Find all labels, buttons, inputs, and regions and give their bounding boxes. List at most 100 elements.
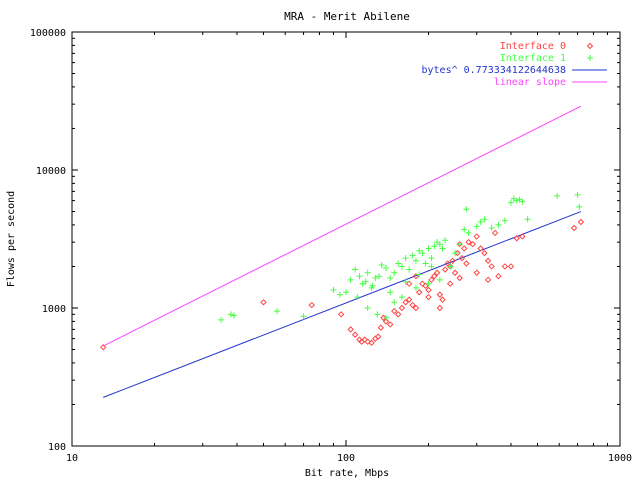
data-point-diamond: [484, 276, 492, 284]
data-point-diamond: [454, 249, 461, 257]
data-point-diamond: [458, 254, 466, 262]
chart-title: MRA - Merit Abilene: [284, 10, 410, 23]
data-point-plus: [439, 245, 446, 252]
data-point-plus: [300, 313, 307, 320]
data-point-diamond: [436, 291, 444, 298]
data-point-diamond: [402, 299, 409, 306]
data-point-plus: [354, 294, 361, 301]
data-point-plus: [391, 269, 398, 276]
fit-lines: [102, 105, 582, 398]
data-point-plus: [395, 260, 402, 267]
x-tick-label: 100: [337, 453, 355, 464]
series-line: [102, 105, 582, 347]
data-point-plus: [383, 264, 390, 271]
data-point-plus: [409, 252, 416, 259]
data-point-plus: [436, 241, 443, 248]
y-tick-label: 10000: [36, 166, 66, 177]
data-point-diamond: [513, 235, 520, 242]
data-point-plus: [372, 274, 379, 281]
data-point-diamond: [577, 218, 585, 226]
data-point-diamond: [488, 263, 495, 270]
data-point-diamond: [425, 286, 432, 294]
data-point-plus: [416, 247, 423, 254]
data-points: [100, 191, 585, 351]
data-point-plus: [554, 192, 561, 199]
data-point-diamond: [308, 301, 315, 309]
data-point-diamond: [412, 272, 420, 280]
data-point-diamond: [415, 289, 423, 296]
x-axis-label: Bit rate, Mbps: [305, 468, 389, 479]
data-point-diamond: [100, 343, 107, 351]
data-point-plus: [442, 237, 449, 244]
data-point-diamond: [507, 263, 515, 270]
data-point-diamond: [260, 299, 267, 306]
data-point-plus: [495, 221, 502, 228]
data-point-diamond: [412, 304, 420, 312]
data-point-plus: [387, 274, 394, 281]
data-point-diamond: [456, 274, 463, 282]
legend-label: Interface 1: [500, 53, 566, 64]
data-point-plus: [391, 299, 398, 306]
data-point-diamond: [405, 280, 413, 287]
data-point-plus: [488, 224, 495, 231]
data-point-diamond: [481, 249, 488, 257]
data-point-plus: [356, 273, 363, 280]
data-point-diamond: [491, 229, 499, 237]
data-point-plus: [398, 294, 405, 301]
data-point-plus: [422, 260, 429, 267]
data-point-diamond: [441, 266, 449, 273]
data-point-diamond: [398, 304, 406, 312]
data-point-plus: [452, 250, 459, 257]
data-point-plus: [501, 217, 508, 224]
data-point-diamond: [387, 321, 394, 328]
data-point-plus: [524, 216, 531, 223]
data-point-plus: [419, 250, 426, 257]
data-point-diamond: [449, 257, 456, 264]
data-point-plus: [362, 278, 369, 285]
data-point-plus: [519, 198, 526, 205]
series-line: [103, 211, 582, 398]
data-point-diamond: [469, 240, 476, 248]
data-point-plus: [406, 266, 413, 273]
data-point-diamond: [391, 307, 398, 315]
data-point-plus: [587, 55, 593, 61]
data-point-diamond: [377, 324, 385, 331]
data-point-diamond: [419, 280, 426, 287]
data-point-plus: [387, 289, 394, 296]
data-point-diamond: [495, 272, 502, 280]
data-point-plus: [507, 199, 514, 206]
data-point-diamond: [380, 314, 387, 321]
data-point-plus: [447, 263, 454, 270]
data-point-plus: [330, 287, 337, 294]
data-point-plus: [398, 263, 405, 270]
data-point-plus: [416, 271, 423, 278]
data-point-diamond: [394, 311, 402, 318]
data-point-diamond: [586, 42, 594, 50]
data-point-diamond: [433, 269, 441, 276]
data-point-plus: [352, 266, 359, 273]
data-point-diamond: [405, 296, 413, 303]
data-point-diamond: [484, 257, 492, 264]
data-point-plus: [465, 229, 472, 236]
data-point-diamond: [460, 245, 468, 252]
data-point-diamond: [451, 269, 459, 276]
data-point-plus: [461, 226, 468, 233]
data-point-diamond: [374, 333, 382, 340]
data-point-plus: [425, 280, 432, 287]
data-point-plus: [227, 311, 234, 318]
data-point-diamond: [347, 326, 354, 333]
y-axis-label: Flows per second: [6, 191, 17, 287]
x-tick-label: 10: [66, 453, 78, 464]
data-point-plus: [374, 311, 381, 318]
plot-frame: [71, 31, 621, 447]
data-point-plus: [473, 223, 480, 230]
data-point-diamond: [436, 304, 444, 312]
data-point-plus: [412, 284, 419, 291]
data-point-diamond: [422, 282, 429, 289]
data-point-plus: [230, 312, 237, 319]
data-point-plus: [576, 203, 583, 210]
data-point-plus: [428, 255, 435, 262]
data-point-plus: [513, 197, 520, 204]
